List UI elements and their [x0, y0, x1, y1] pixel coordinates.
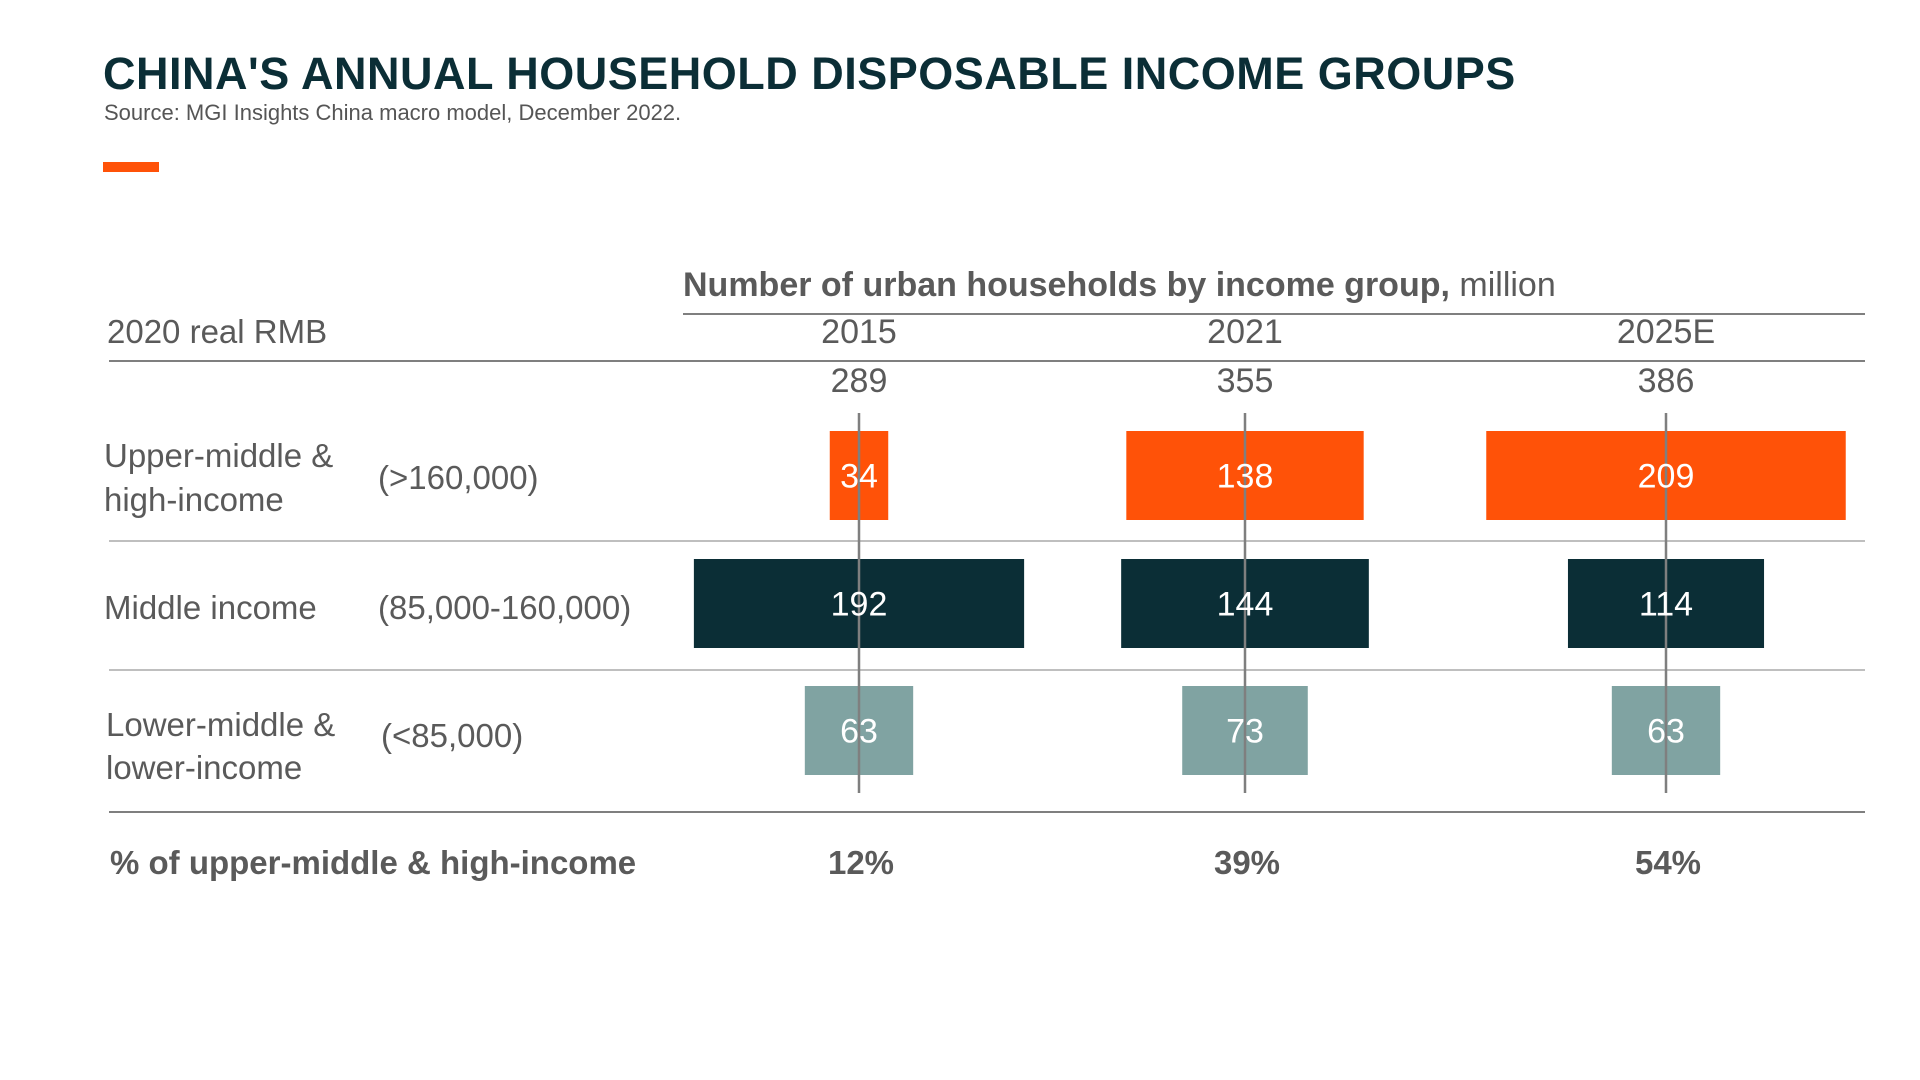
year-label-2015: 2015	[821, 313, 897, 351]
accent-bar	[103, 162, 159, 172]
share-value-2015: 12%	[828, 844, 894, 881]
chart-header-bold: Number of urban households by income gro…	[683, 266, 1450, 304]
row-label-lower-1: Lower-middle &	[106, 706, 335, 743]
chart-source: Source: MGI Insights China macro model, …	[104, 100, 682, 125]
row-label-upper-2: high-income	[104, 481, 284, 518]
value-label-lower-2015: 63	[840, 713, 878, 751]
share-label: % of upper-middle & high-income	[110, 844, 636, 881]
value-label-middle-2025E: 114	[1639, 586, 1693, 624]
total-label-2025E: 386	[1638, 362, 1695, 400]
row-label-upper-1: Upper-middle &	[104, 437, 333, 474]
row-label-lower-2: lower-income	[106, 749, 302, 786]
year-label-2021: 2021	[1207, 313, 1283, 351]
value-label-upper-2021: 138	[1217, 458, 1274, 496]
value-label-middle-2015: 192	[831, 586, 888, 624]
row-label-middle: Middle income	[104, 589, 317, 626]
value-label-lower-2021: 73	[1226, 713, 1264, 751]
value-label-upper-2025E: 209	[1638, 458, 1695, 496]
row-range-lower: (<85,000)	[381, 717, 523, 754]
year-label-2025E: 2025E	[1617, 313, 1715, 351]
row-range-upper: (>160,000)	[378, 459, 539, 496]
value-label-middle-2021: 144	[1217, 586, 1274, 624]
total-label-2015: 289	[831, 362, 888, 400]
share-value-2025E: 54%	[1635, 844, 1701, 881]
total-label-2021: 355	[1217, 362, 1274, 400]
value-label-lower-2025E: 63	[1647, 713, 1685, 751]
share-value-2021: 39%	[1214, 844, 1280, 881]
chart-header: Number of urban households by income gro…	[683, 266, 1556, 304]
chart-title: CHINA'S ANNUAL HOUSEHOLD DISPOSABLE INCO…	[103, 48, 1516, 99]
chart-header-unit: million	[1450, 266, 1556, 304]
chart-marks: 2015 289 2021 355 2025E 386 34 138 209 192 144 114 6…	[693, 313, 1846, 881]
row-header: 2020 real RMB	[107, 313, 327, 350]
value-label-upper-2015: 34	[840, 458, 878, 496]
row-range-middle: (85,000-160,000)	[378, 589, 631, 626]
